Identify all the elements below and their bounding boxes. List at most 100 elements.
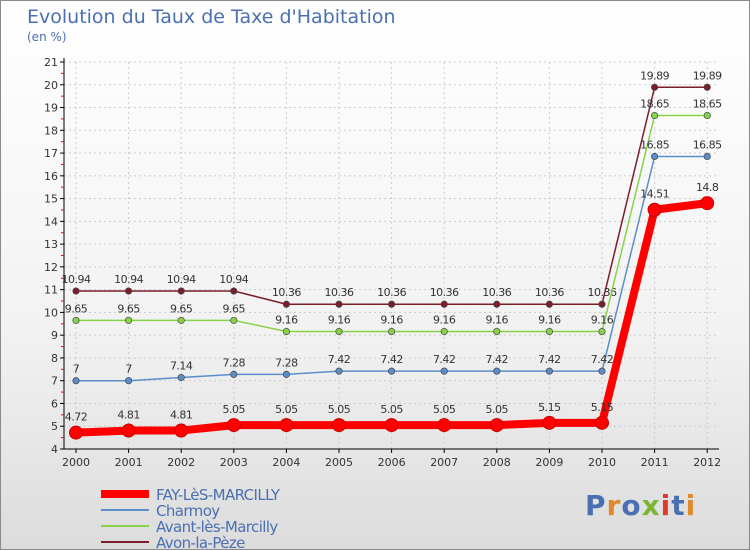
data-point (493, 327, 501, 336)
data-label: 16.85 (693, 138, 722, 151)
data-point (598, 300, 606, 308)
y-tick-label: 17 (44, 147, 58, 160)
data-label: 14.8 (696, 181, 719, 194)
data-point (703, 152, 711, 161)
data-point (177, 287, 185, 295)
data-point (230, 287, 238, 295)
data-point (651, 152, 659, 161)
data-point (384, 418, 399, 433)
data-label: 7.42 (486, 353, 509, 366)
x-tick-label: 2011 (641, 456, 669, 469)
data-point (282, 327, 290, 336)
data-label: 7 (73, 363, 80, 376)
data-point (72, 287, 80, 295)
data-label: 10.36 (535, 286, 564, 299)
data-point (703, 83, 711, 91)
data-point (651, 83, 659, 91)
data-point (493, 367, 501, 375)
x-tick-label: 2009 (535, 456, 563, 469)
data-label: 7.42 (380, 353, 403, 366)
y-tick-label: 18 (44, 124, 58, 137)
data-point (177, 316, 185, 324)
data-point (226, 418, 241, 433)
logo-letter: o (621, 489, 642, 522)
data-point (282, 370, 290, 378)
data-point (332, 418, 346, 433)
data-label: 10.36 (430, 286, 459, 299)
y-tick-label: 8 (51, 352, 58, 365)
data-point (174, 423, 189, 438)
logo-letter: i (685, 489, 697, 522)
data-point (335, 300, 343, 308)
y-tick-label: 4 (51, 443, 58, 456)
y-tick-label: 12 (44, 261, 58, 274)
y-tick-label: 10 (44, 306, 58, 319)
data-label: 7.42 (538, 353, 561, 366)
data-label: 7.28 (275, 356, 298, 369)
data-point (545, 367, 553, 375)
data-label: 5.05 (223, 403, 246, 416)
data-point (595, 415, 609, 430)
chart-title: Evolution du Taux de Taxe d'Habitation (27, 6, 396, 28)
data-point (493, 300, 501, 308)
y-tick-label: 11 (44, 284, 58, 297)
x-tick-label: 2006 (378, 456, 406, 469)
data-point (388, 300, 396, 308)
data-point (703, 111, 711, 120)
data-point (440, 367, 448, 375)
data-label: 10.94 (167, 273, 196, 286)
data-point (125, 287, 133, 295)
y-tick-label: 9 (51, 329, 58, 342)
data-point (230, 316, 238, 324)
x-tick-label: 2008 (483, 456, 511, 469)
legend-label: Charmoy (156, 502, 220, 520)
data-label: 4.81 (117, 409, 140, 422)
x-tick-label: 2007 (430, 456, 458, 469)
data-label: 9.16 (486, 314, 509, 327)
data-label: 7.42 (433, 353, 456, 366)
data-point (651, 111, 659, 120)
data-label: 9.16 (591, 314, 614, 327)
x-tick-label: 2000 (62, 456, 90, 469)
y-tick-label: 6 (51, 397, 58, 410)
y-tick-label: 20 (44, 79, 58, 92)
data-label: 5.05 (433, 403, 456, 416)
y-tick-label: 21 (44, 56, 58, 69)
data-label: 10.36 (325, 286, 354, 299)
data-label: 16.85 (640, 138, 669, 151)
data-label: 9.16 (380, 314, 403, 327)
data-label: 18.65 (640, 97, 669, 110)
data-label: 19.89 (640, 69, 669, 82)
data-point (230, 370, 238, 378)
data-label: 5.15 (591, 401, 614, 414)
logo-letter: P (585, 489, 607, 522)
data-label: 5.05 (328, 403, 351, 416)
data-label: 10.94 (219, 273, 248, 286)
data-label: 19.89 (693, 69, 722, 82)
x-tick-label: 2005 (325, 456, 353, 469)
data-point (647, 202, 662, 217)
data-label: 4.81 (170, 409, 193, 422)
data-point (72, 377, 80, 385)
data-label: 10.36 (272, 286, 301, 299)
data-point (121, 423, 136, 438)
x-tick-label: 2001 (115, 456, 143, 469)
logo-letter: x (641, 489, 661, 522)
data-point (545, 300, 553, 308)
x-tick-label: 2012 (693, 456, 721, 469)
data-label: 10.36 (482, 286, 511, 299)
x-tick-label: 2003 (220, 456, 248, 469)
data-label: 7.14 (170, 360, 193, 373)
data-point (388, 327, 396, 336)
data-point (440, 300, 448, 308)
data-point (700, 196, 715, 211)
y-tick-label: 19 (44, 102, 58, 115)
data-label: 9.16 (328, 314, 351, 327)
data-label: 5.05 (486, 403, 509, 416)
legend-label: FAY-LèS-MARCILLY (156, 486, 281, 504)
data-point (282, 300, 290, 308)
data-label: 9.65 (117, 302, 140, 315)
data-point (437, 418, 452, 433)
